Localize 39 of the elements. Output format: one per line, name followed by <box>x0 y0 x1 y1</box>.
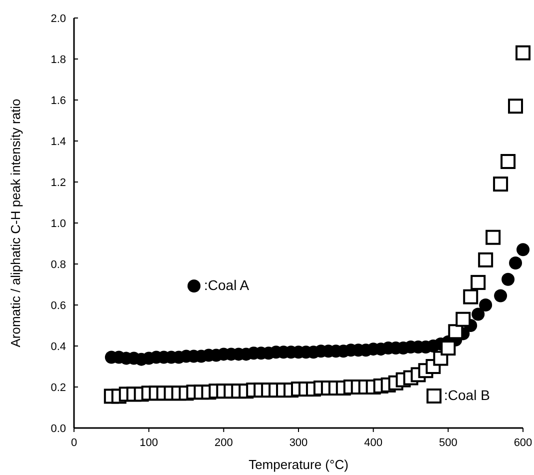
y-tick-label: 1.0 <box>50 218 66 230</box>
x-tick-label: 600 <box>514 437 532 449</box>
legend-label: :Coal B <box>444 387 490 403</box>
point <box>509 256 522 270</box>
x-tick-label: 200 <box>214 437 233 449</box>
point <box>494 289 508 302</box>
point <box>478 252 494 268</box>
point <box>486 230 501 245</box>
legend-label: :Coal A <box>204 277 250 293</box>
point <box>508 98 524 114</box>
x-tick-label: 0 <box>70 437 78 449</box>
y-tick-label: 1.8 <box>50 54 66 66</box>
point <box>470 274 486 290</box>
point <box>448 324 464 340</box>
y-axis-title: Aromatic / aliphatic C-H peak intensity ratio <box>8 98 23 348</box>
point <box>502 272 515 286</box>
x-tick-label: 400 <box>364 437 383 449</box>
point <box>479 298 492 312</box>
y-tick-label: 0.4 <box>50 340 66 353</box>
y-tick-label: 0.8 <box>50 258 66 271</box>
y-tick-label: 0.2 <box>50 382 66 394</box>
x-tick-label: 500 <box>438 437 458 449</box>
point <box>493 176 508 192</box>
point <box>516 45 530 60</box>
x-axis-title: Temperature (°C) <box>248 457 348 472</box>
y-tick-label: 1.6 <box>50 94 66 107</box>
x-tick-label: 100 <box>140 437 158 449</box>
point <box>500 154 516 169</box>
y-tick-label: 1.2 <box>50 176 66 189</box>
y-tick-label: 1.4 <box>50 136 66 148</box>
point <box>440 340 456 356</box>
y-tick-label: 0.6 <box>50 300 66 312</box>
y-tick-label: 0.0 <box>50 422 66 435</box>
point <box>463 289 478 304</box>
y-tick-label: 2.0 <box>50 12 66 25</box>
x-tick-label: 300 <box>289 437 308 449</box>
point <box>516 243 530 256</box>
point <box>472 308 485 321</box>
point <box>456 312 471 327</box>
